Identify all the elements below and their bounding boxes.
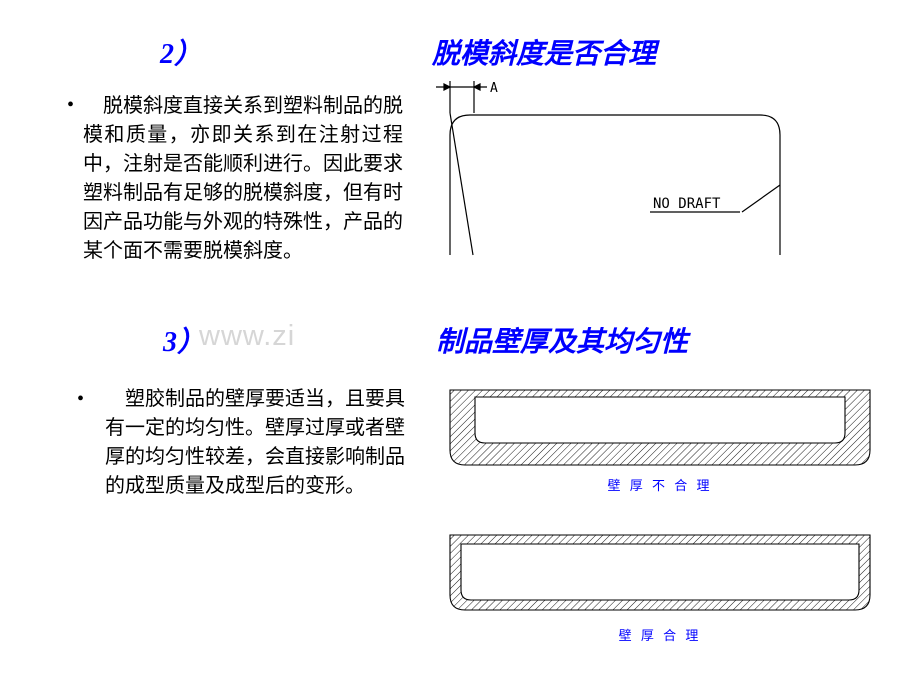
section2-title: 脱模斜度是否合理 [432, 32, 656, 72]
section2-paragraph: 脱模斜度直接关系到塑料制品的脱模和质量，亦即关系到在注射过程中，注射是否能顺利进… [83, 92, 403, 266]
section3-paragraph: 塑胶制品的壁厚要适当，且要具有一定的均匀性。壁厚过厚或者壁厚的均匀性较差，会直接… [105, 385, 405, 501]
caption-good: 壁 厚 合 理 [445, 625, 875, 644]
section2-bullet: • [67, 94, 74, 117]
draft-angle-diagram: A NO DRAFT [430, 80, 810, 280]
section3-bullet: • [77, 388, 84, 411]
watermark-text: www.zi [199, 320, 295, 353]
section3-number: 3） [163, 320, 205, 360]
caption-bad: 壁 厚 不 合 理 [445, 475, 875, 494]
label-nodraft: NO DRAFT [653, 196, 721, 212]
wall-thickness-bad-diagram [445, 385, 875, 470]
label-a: A [490, 81, 498, 96]
section3-title: 制品壁厚及其均匀性 [436, 320, 688, 360]
section2-number: 2） [160, 32, 202, 72]
wall-thickness-good-diagram [445, 530, 875, 615]
